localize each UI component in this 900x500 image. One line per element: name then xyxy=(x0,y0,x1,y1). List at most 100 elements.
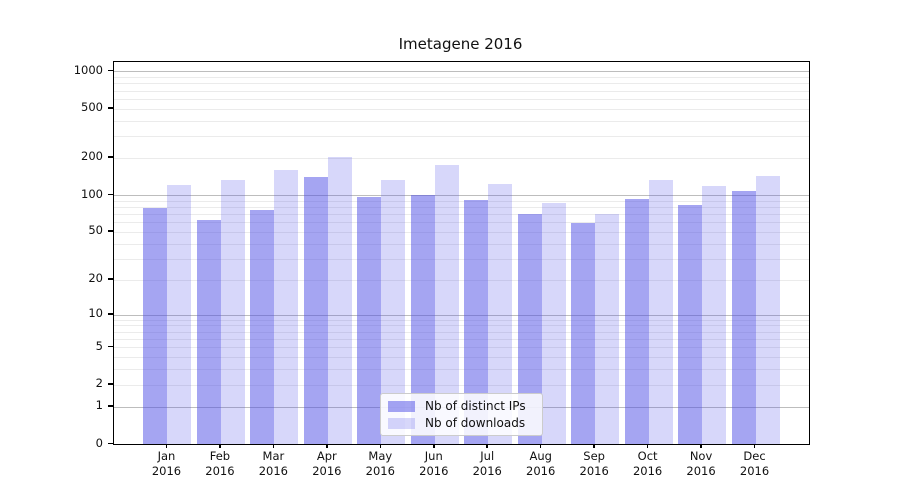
x-tick-mark xyxy=(486,444,488,448)
gridline-minor xyxy=(114,279,809,281)
y-tick-mark xyxy=(108,383,113,385)
y-tick-label: 0 xyxy=(95,435,103,450)
gridline-minor xyxy=(114,331,809,333)
gridline-minor xyxy=(114,325,809,327)
gridline-major xyxy=(114,314,809,316)
x-tick-label: Aug 2016 xyxy=(526,449,556,478)
bar-distinct-ips xyxy=(571,223,596,444)
legend-row-distinct-ips: Nb of distinct IPs xyxy=(388,399,534,413)
gridline-minor xyxy=(114,200,809,202)
y-tick-label: 2 xyxy=(95,376,103,391)
y-tick-mark xyxy=(108,442,113,444)
y-tick-label: 5 xyxy=(95,338,103,353)
x-tick-mark xyxy=(539,444,542,448)
gridline-minor xyxy=(114,347,809,349)
legend-row-downloads: Nb of downloads xyxy=(388,416,534,430)
y-tick-mark xyxy=(108,278,113,280)
y-tick-mark xyxy=(108,313,113,315)
plot-area xyxy=(113,61,810,445)
y-tick-mark xyxy=(108,230,113,232)
x-tick-label: Mar 2016 xyxy=(258,449,289,478)
gridline-minor xyxy=(114,98,809,100)
x-tick-mark xyxy=(700,444,702,448)
x-tick-label: Sep 2016 xyxy=(579,449,609,478)
gridline-major xyxy=(114,195,809,197)
gridline-minor xyxy=(114,77,809,79)
x-tick-label: Jan 2016 xyxy=(151,449,182,478)
gridline-major xyxy=(114,71,809,73)
y-tick-label: 20 xyxy=(88,271,103,286)
bar-downloads xyxy=(755,175,780,444)
x-tick-mark xyxy=(219,444,221,448)
legend-label-downloads: Nb of downloads xyxy=(425,416,526,430)
legend-swatch-distinct-ips xyxy=(388,400,415,412)
x-tick-label: Jul 2016 xyxy=(472,449,502,478)
bar-downloads xyxy=(702,186,727,444)
gridline-minor xyxy=(114,214,809,216)
y-tick-mark xyxy=(108,345,113,348)
gridline-minor xyxy=(114,384,809,386)
x-tick-mark xyxy=(646,444,649,448)
y-tick-label: 10 xyxy=(88,306,103,321)
x-tick-label: Feb 2016 xyxy=(205,449,235,478)
x-tick-label: Oct 2016 xyxy=(632,449,663,478)
x-tick-mark xyxy=(379,444,382,448)
bar-downloads xyxy=(167,185,192,444)
bar-distinct-ips xyxy=(731,191,756,444)
bar-distinct-ips xyxy=(303,177,328,444)
y-tick-label: 50 xyxy=(88,223,103,238)
y-tick-mark xyxy=(108,69,113,72)
bar-downloads xyxy=(327,156,352,444)
bar-downloads xyxy=(595,214,620,444)
gridline-minor xyxy=(114,258,809,260)
x-tick-mark xyxy=(753,444,756,448)
bar-downloads xyxy=(274,169,299,444)
gridline-minor xyxy=(114,83,809,85)
y-tick-label: 1 xyxy=(95,398,103,413)
bar-distinct-ips xyxy=(143,208,168,444)
legend-swatch-downloads xyxy=(388,417,415,429)
y-tick-label: 500 xyxy=(81,100,103,115)
x-tick-label: Nov 2016 xyxy=(686,449,716,478)
gridline-minor xyxy=(114,120,809,122)
gridline-minor xyxy=(114,357,809,359)
legend: Nb of distinct IPs Nb of downloads xyxy=(380,393,543,436)
x-tick-label: May 2016 xyxy=(365,449,395,478)
y-tick-label: 1000 xyxy=(73,62,103,77)
gridline-minor xyxy=(114,222,809,224)
x-tick-mark xyxy=(433,444,435,448)
y-tick-mark xyxy=(108,405,113,407)
gridline-minor xyxy=(114,206,809,208)
gridline-minor xyxy=(114,108,809,110)
bar-distinct-ips xyxy=(624,198,649,444)
gridline-minor xyxy=(114,369,809,371)
y-tick-label: 100 xyxy=(81,186,103,201)
y-tick-mark xyxy=(108,107,113,109)
bar-distinct-ips xyxy=(250,210,275,444)
bar-distinct-ips xyxy=(196,219,221,444)
bar-downloads xyxy=(541,203,566,444)
legend-label-distinct-ips: Nb of distinct IPs xyxy=(425,399,526,413)
x-tick-mark xyxy=(593,444,595,448)
chart-title: Imetagene 2016 xyxy=(398,35,523,53)
x-tick-label: Jun 2016 xyxy=(419,449,449,478)
gridline-minor xyxy=(114,231,809,233)
x-tick-label: Apr 2016 xyxy=(312,449,342,478)
x-tick-mark xyxy=(272,444,275,448)
x-tick-mark xyxy=(165,444,168,448)
y-tick-mark xyxy=(108,156,113,158)
y-tick-mark xyxy=(108,193,113,196)
bar-distinct-ips xyxy=(357,196,382,444)
bar-distinct-ips xyxy=(678,205,703,444)
gridline-minor xyxy=(114,339,809,341)
x-tick-mark xyxy=(326,444,328,448)
gridline-minor xyxy=(114,136,809,138)
gridline-minor xyxy=(114,319,809,321)
bar-downloads xyxy=(648,179,673,444)
bar-downloads xyxy=(220,179,245,444)
gridline-minor xyxy=(114,243,809,245)
gridline-minor xyxy=(114,157,809,159)
x-tick-label: Dec 2016 xyxy=(739,449,770,478)
y-tick-label: 200 xyxy=(81,149,103,164)
